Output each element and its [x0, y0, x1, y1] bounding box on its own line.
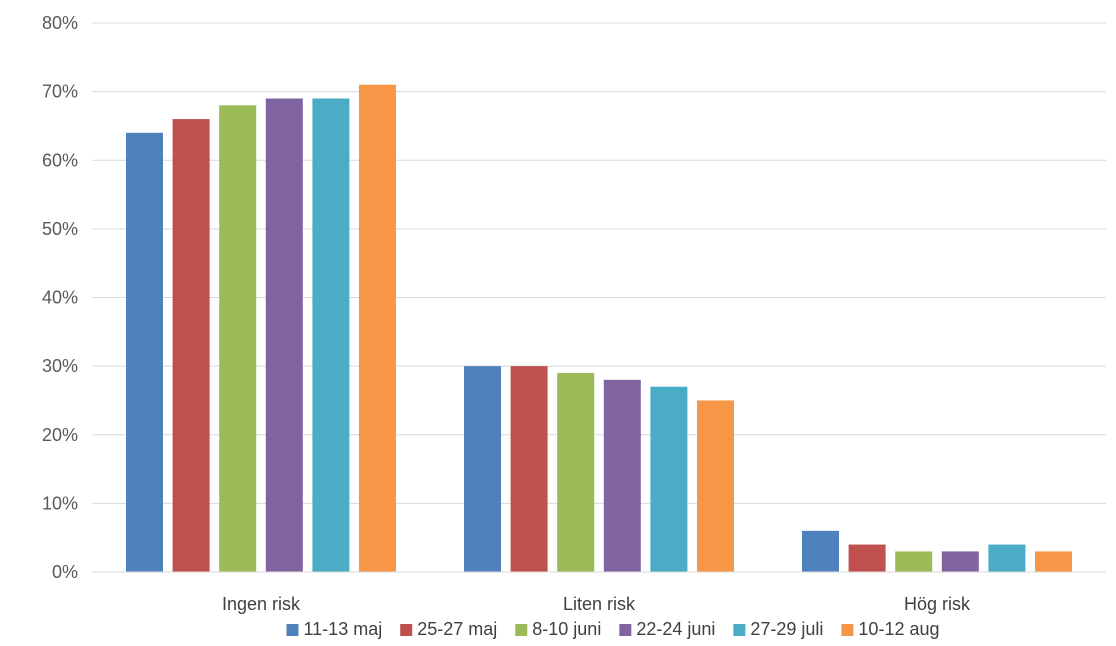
legend-item: 10-12 aug — [841, 619, 940, 639]
y-axis-tick-labels: 0% 10% 20% 30% 40% 50% 60% 70% 80% — [42, 13, 78, 582]
bar — [464, 366, 501, 572]
bar — [988, 544, 1026, 572]
legend-label: 25-27 maj — [417, 619, 497, 639]
bar — [172, 119, 210, 572]
y-tick-label: 40% — [42, 288, 78, 308]
bar — [312, 98, 350, 573]
bar — [941, 551, 979, 572]
x-category-label: Ingen risk — [222, 594, 301, 614]
legend-swatch — [841, 624, 854, 636]
y-tick-label: 20% — [42, 425, 78, 445]
y-tick-label: 30% — [42, 356, 78, 376]
legend-swatch — [619, 624, 632, 636]
bar — [126, 132, 163, 573]
y-tick-label: 10% — [42, 493, 78, 513]
legend-swatch — [286, 624, 299, 636]
bars — [126, 84, 1072, 573]
legend: 11-13 maj 25-27 maj 8-10 juni 22-24 juni 27-… — [286, 619, 940, 639]
y-tick-label: 50% — [42, 219, 78, 239]
y-tick-label: 70% — [42, 82, 78, 102]
y-tick-label: 60% — [42, 150, 78, 170]
legend-item: 8-10 juni — [515, 619, 601, 639]
x-category-label: Liten risk — [563, 594, 636, 614]
gridlines — [92, 22, 1106, 504]
legend-item: 27-29 juli — [733, 619, 823, 639]
bar — [557, 372, 595, 572]
bar — [265, 98, 303, 573]
bar — [802, 530, 839, 572]
legend-item: 25-27 maj — [400, 619, 497, 639]
y-tick-label: 0% — [52, 562, 78, 582]
bar — [697, 400, 734, 572]
bar — [895, 551, 933, 572]
legend-swatch — [733, 624, 746, 636]
legend-swatch — [515, 624, 528, 636]
x-category-label: Hög risk — [904, 594, 971, 614]
legend-label: 22-24 juni — [636, 619, 715, 639]
bar — [510, 366, 548, 572]
legend-item: 22-24 juni — [619, 619, 715, 639]
legend-label: 10-12 aug — [858, 619, 939, 639]
legend-item: 11-13 maj — [286, 619, 383, 639]
legend-label: 8-10 juni — [532, 619, 601, 639]
bar — [219, 105, 257, 572]
bar — [848, 544, 886, 572]
legend-label: 11-13 maj — [304, 619, 383, 639]
bar — [1035, 551, 1072, 572]
legend-label: 27-29 juli — [750, 619, 823, 639]
legend-swatch — [400, 624, 413, 636]
bar — [359, 84, 396, 572]
x-axis-category-labels: Ingen risk Liten risk Hög risk — [222, 594, 971, 614]
bar — [603, 379, 641, 572]
bar — [650, 386, 688, 572]
y-tick-label: 80% — [42, 13, 78, 33]
